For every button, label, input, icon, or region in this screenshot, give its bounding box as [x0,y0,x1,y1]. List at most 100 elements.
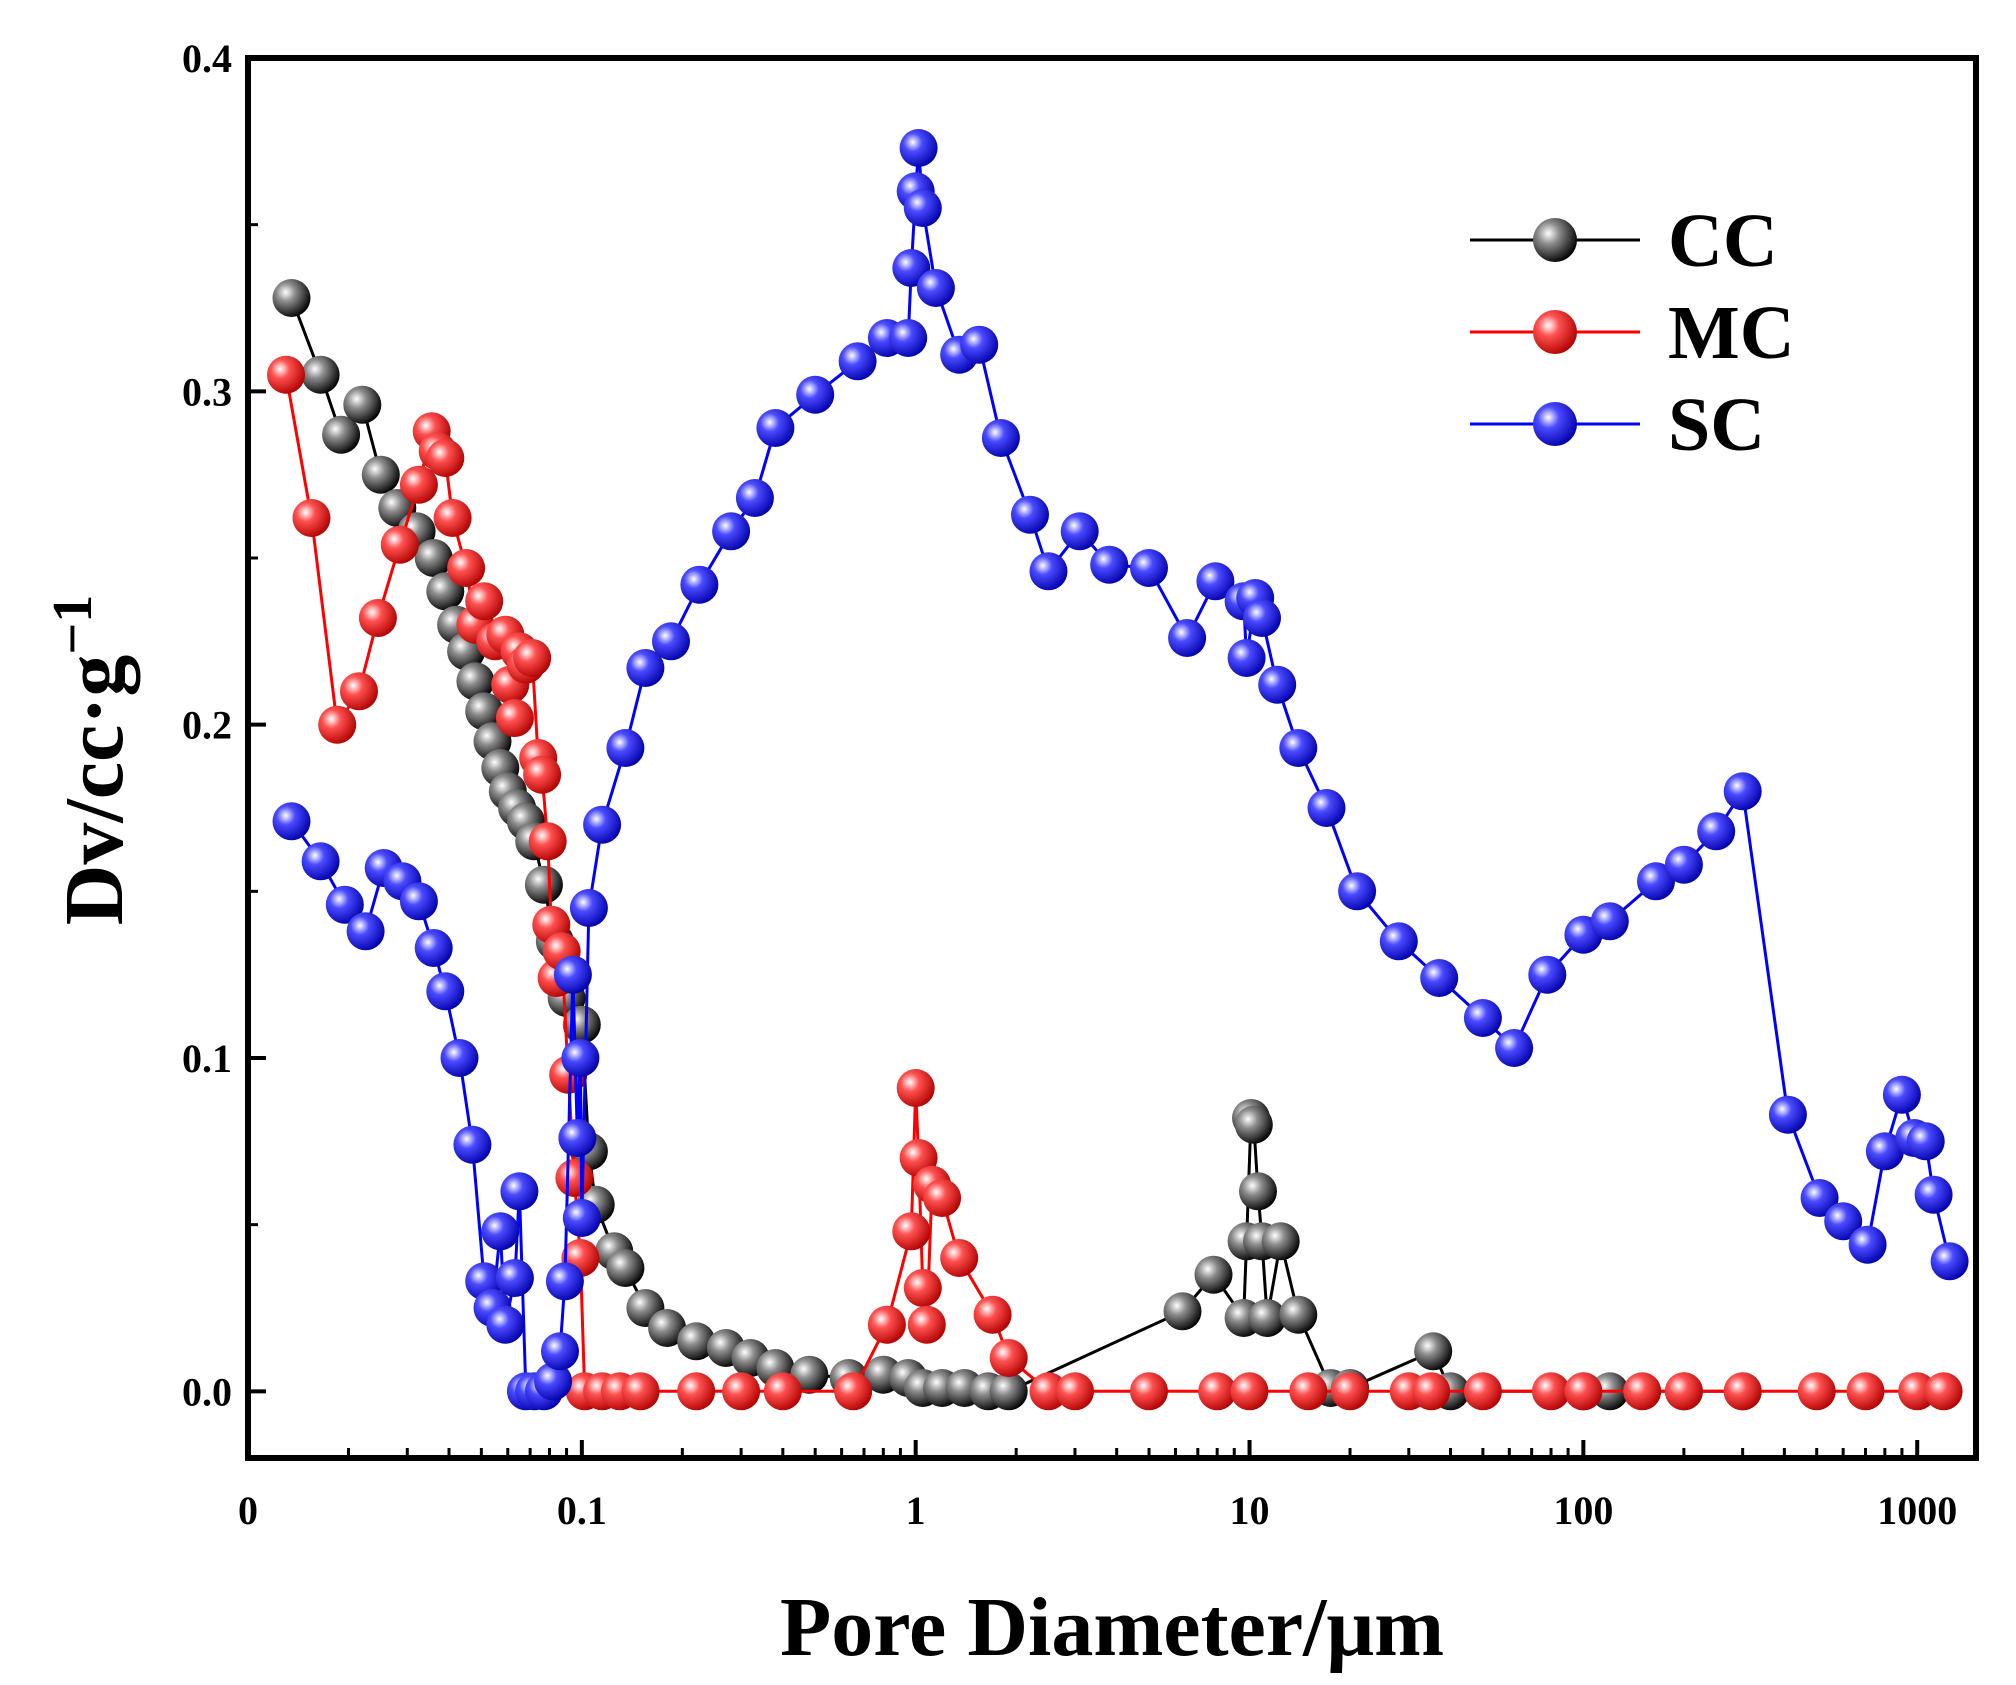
data-point-sc-10 [453,1125,492,1164]
data-point-sc-64 [1420,959,1459,997]
data-point-sc-36 [796,375,835,414]
data-point-cc-29 [677,1322,716,1361]
data-point-mc-40 [896,1069,935,1107]
data-point-mc-1 [292,499,331,537]
data-point-mc-39 [892,1212,931,1251]
plot-series [267,129,1969,1411]
data-point-mc-33 [621,1372,660,1411]
data-point-mc-53 [1230,1372,1269,1411]
legend-label-sc: SC [1668,383,1765,467]
data-point-sc-48 [1011,495,1049,534]
data-point-sc-25 [561,1039,600,1077]
data-point-sc-76 [1824,1202,1863,1241]
y-axis-title-main: Dv/cc·g [48,655,141,926]
data-point-mc-51 [1130,1372,1168,1411]
x-axis-title: Pore Diameter/μm [780,1581,1444,1674]
x-tick-label: 1000 [1877,1488,1957,1533]
data-point-sc-72 [1697,812,1736,851]
data-point-mc-49 [1029,1372,1068,1411]
data-point-mc-38 [867,1305,906,1344]
data-point-sc-46 [960,325,999,364]
data-point-mc-35 [722,1372,761,1411]
data-point-mc-65 [1846,1372,1885,1411]
data-point-sc-54 [1196,562,1235,601]
data-point-mc-47 [973,1295,1012,1334]
data-point-mc-37 [834,1372,873,1411]
data-point-sc-7 [414,929,453,967]
data-point-sc-15 [495,1259,534,1297]
data-point-sc-83 [1930,1242,1969,1281]
data-point-cc-4 [361,455,400,494]
x-tick-label: 0.1 [557,1488,607,1533]
data-point-sc-37 [838,342,877,381]
data-point-sc-27 [569,889,608,927]
data-point-sc-70 [1637,862,1675,901]
data-point-sc-59 [1258,665,1297,704]
data-point-sc-78 [1865,1132,1904,1171]
y-tick-label: 0.1 [182,1036,232,1081]
y-tick-label: 0.2 [182,703,232,748]
data-point-mc-34 [677,1372,716,1411]
data-point-sc-42 [899,129,938,167]
data-point-cc-3 [343,385,382,424]
data-point-cc-7 [414,539,453,577]
data-point-cc-41 [989,1372,1028,1411]
data-point-mc-62 [1664,1372,1703,1411]
axes: 0.0 0.1 0.2 0.3 0.4 0 0.1 1 10 100 1000 [182,36,1957,1533]
data-point-sc-60 [1279,729,1318,767]
legend-item-mc: MC [1470,291,1795,375]
data-point-mc-0 [267,355,305,394]
data-point-cc-11 [456,662,495,701]
data-point-sc-63 [1379,922,1418,961]
data-point-sc-58 [1243,599,1281,637]
data-point-cc-51 [1261,1222,1300,1261]
data-point-sc-29 [606,729,645,767]
data-point-sc-50 [1060,512,1099,551]
data-point-sc-65 [1463,999,1502,1037]
data-point-sc-16 [500,1172,539,1211]
data-point-sc-62 [1338,872,1377,911]
data-point-cc-0 [272,279,311,317]
data-point-cc-12 [465,692,504,731]
data-point-sc-75 [1800,1179,1839,1217]
data-point-mc-48 [989,1339,1028,1377]
data-point-cc-48 [1239,1172,1277,1211]
legend-item-cc: CC [1470,199,1778,283]
data-point-cc-43 [1194,1255,1233,1294]
data-point-mc-45 [923,1179,962,1217]
data-point-sc-22 [545,1262,584,1301]
data-point-mc-4 [358,599,397,637]
data-point-mc-6 [399,465,438,504]
data-point-sc-28 [583,805,622,844]
data-point-sc-24 [558,1119,597,1157]
data-point-mc-66 [1898,1372,1937,1411]
data-point-sc-6 [399,882,438,921]
data-point-mc-9 [426,439,465,477]
data-point-sc-73 [1723,772,1762,811]
data-point-sc-23 [553,955,592,994]
legend-marker-cc [1533,218,1577,262]
data-point-cc-55 [1414,1332,1453,1371]
data-point-mc-59 [1532,1372,1570,1411]
data-point-mc-5 [380,525,419,564]
legend-marker-sc [1533,402,1577,446]
data-point-sc-30 [626,649,665,687]
data-point-sc-77 [1848,1225,1887,1264]
data-point-sc-39 [889,319,928,357]
data-point-sc-47 [981,419,1020,457]
data-point-mc-28 [555,1159,594,1197]
data-point-sc-74 [1768,1095,1807,1134]
data-point-sc-8 [426,972,465,1011]
data-point-cc-42 [1163,1292,1202,1331]
data-point-sc-81 [1906,1122,1945,1161]
data-point-mc-36 [763,1372,802,1411]
y-axis-title: Dv/cc·g−1 [42,595,141,926]
data-point-mc-50 [1056,1372,1094,1411]
legend-marker-mc [1533,310,1577,354]
data-point-sc-52 [1130,549,1168,587]
data-point-sc-32 [680,565,719,604]
data-point-sc-21 [541,1332,579,1371]
data-point-sc-13 [481,1212,520,1251]
data-point-sc-71 [1664,845,1703,884]
